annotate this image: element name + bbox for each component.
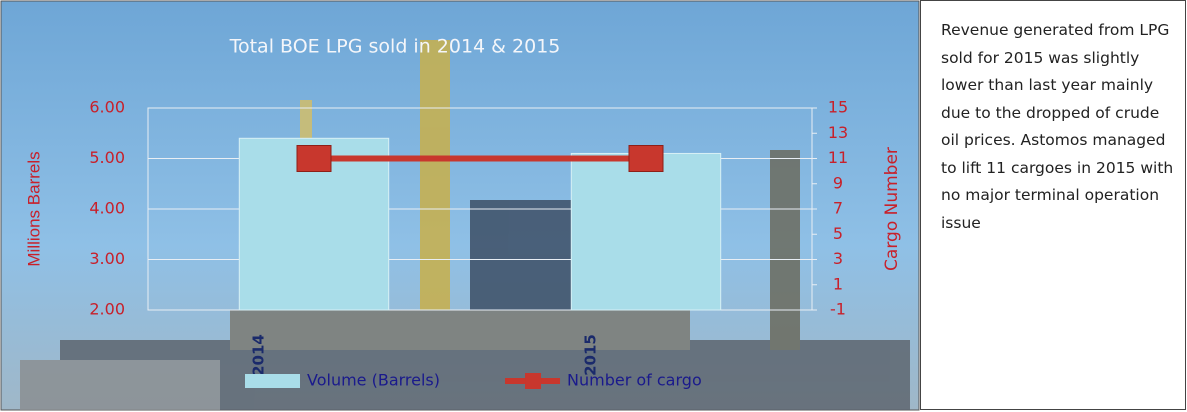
line-marker — [296, 145, 332, 172]
x-tick-label: 2015 — [582, 334, 600, 376]
x-tick-label: 2014 — [250, 334, 268, 376]
legend-label: Volume (Barrels) — [307, 371, 440, 390]
y-tick-label: 5.00 — [89, 148, 125, 167]
y-axis-label: Millions Barrels — [24, 151, 43, 266]
chart-title: Total BOE LPG sold in 2014 & 2015 — [229, 36, 561, 58]
y2-tick-label: -1 — [830, 300, 846, 319]
y2-tick-label: 3 — [833, 249, 843, 268]
y2-tick-label: 11 — [828, 148, 848, 167]
y2-tick-label: 15 — [828, 98, 848, 117]
y2-tick-label: 7 — [833, 199, 843, 218]
y-tick-label: 4.00 — [89, 199, 125, 218]
y2-tick-label: 9 — [833, 173, 843, 192]
chart: Total BOE LPG sold in 2014 & 2015 Millio… — [0, 0, 920, 411]
y2-tick-label: 13 — [828, 123, 848, 142]
y-tick-label: 2.00 — [89, 300, 125, 319]
y2-axis-label: Cargo Number — [882, 147, 902, 271]
y2-tick-label: 5 — [833, 224, 843, 243]
y-tick-label: 6.00 — [89, 98, 125, 117]
legend-marker — [525, 373, 542, 389]
bar — [570, 152, 722, 311]
legend-label: Number of cargo — [567, 371, 702, 390]
note-text: Revenue generated from LPG sold for 2015… — [920, 0, 1186, 410]
line-marker — [628, 145, 664, 172]
y2-tick-label: 1 — [833, 274, 843, 293]
y-tick-label: 3.00 — [89, 249, 125, 268]
legend-swatch — [245, 374, 300, 388]
